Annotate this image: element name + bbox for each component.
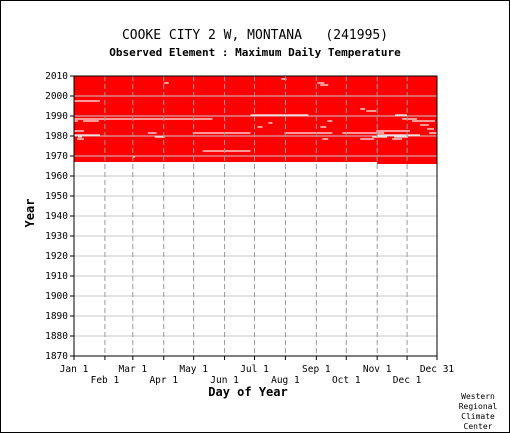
x-tick-label-Dec-1: Dec 1 — [393, 375, 422, 386]
y-tick-label-1900: 1900 — [45, 291, 68, 302]
wrcc-credit: Western Regional Climate Center — [459, 392, 498, 431]
missing-record-24 — [322, 138, 329, 140]
missing-data-layer — [74, 78, 437, 158]
y-tick-label-1970: 1970 — [45, 151, 68, 162]
y-tick-label-1940: 1940 — [45, 211, 68, 222]
x-tick-label-Jun-1: Jun 1 — [210, 375, 239, 386]
missing-record-9 — [163, 82, 169, 84]
missing-record-21 — [320, 84, 329, 86]
y-tick-label-1890: 1890 — [45, 311, 68, 322]
y-tick-label-1910: 1910 — [45, 271, 68, 282]
credit-line-1: Western — [461, 392, 495, 401]
missing-record-4 — [74, 130, 84, 132]
missing-record-34 — [402, 118, 418, 120]
y-tick-label-1950: 1950 — [45, 191, 68, 202]
missing-record-5 — [74, 134, 100, 136]
data-fill-layer — [74, 76, 437, 164]
x-tick-label-May-1: May 1 — [179, 364, 208, 375]
missing-record-0 — [74, 100, 100, 102]
credit-line-2: Regional — [459, 402, 498, 411]
missing-record-7 — [76, 138, 84, 140]
missing-record-27 — [360, 138, 375, 140]
missing-record-19 — [342, 132, 385, 134]
x-tick-label-Oct-1: Oct 1 — [332, 375, 361, 386]
x-tick-label-Jul-1: Jul 1 — [240, 364, 269, 375]
y-tick-label-1880: 1880 — [45, 331, 68, 342]
missing-record-30 — [377, 134, 421, 136]
x-tick-label-Mar-1: Mar 1 — [119, 364, 148, 375]
missing-record-29 — [376, 130, 411, 132]
missing-record-31 — [394, 136, 409, 138]
y-tick-label-1870: 1870 — [45, 351, 68, 362]
y-tick-label-1960: 1960 — [45, 171, 68, 182]
y-tick-label-2000: 2000 — [45, 91, 68, 102]
missing-record-8 — [132, 156, 135, 158]
credit-line-4: Center — [464, 422, 493, 431]
x-tick-label-Nov-1: Nov 1 — [363, 364, 392, 375]
missing-record-36 — [412, 120, 436, 122]
missing-record-38 — [429, 132, 437, 134]
missing-record-2 — [74, 120, 78, 122]
y-tick-label-2010: 2010 — [45, 71, 68, 82]
x-tick-label-Aug-1: Aug 1 — [271, 375, 300, 386]
x-tick-label-Feb-1: Feb 1 — [91, 375, 120, 386]
missing-record-35 — [420, 124, 430, 126]
missing-record-13 — [192, 132, 251, 134]
missing-record-23 — [327, 120, 333, 122]
grid-layer — [74, 76, 437, 356]
y-tick-label-1990: 1990 — [45, 111, 68, 122]
missing-record-16 — [268, 122, 273, 124]
credit-line-3: Climate — [461, 412, 495, 421]
chart-title: COOKE CITY 2 W, MONTANA (241995) — [122, 28, 388, 43]
chart-subtitle: Observed Element : Maximum Daily Tempera… — [109, 46, 401, 59]
missing-record-12 — [202, 150, 251, 152]
x-tick-label-Apr-1: Apr 1 — [149, 375, 178, 386]
missing-record-25 — [360, 108, 366, 110]
y-axis-title: Year — [23, 199, 37, 228]
missing-record-6 — [77, 136, 82, 138]
missing-record-10 — [147, 132, 157, 134]
missing-record-20 — [317, 82, 325, 84]
missing-record-18 — [284, 132, 333, 134]
x-axis-ticks: Jan 1 Mar 1 May 1 Jul 1 Sep 1 Nov 1 Dec 31 Feb … — [60, 356, 455, 386]
x-tick-label-Dec-31: Dec 31 — [420, 364, 455, 375]
missing-record-17 — [281, 78, 287, 80]
missing-record-15 — [257, 126, 263, 128]
missing-record-26 — [366, 110, 377, 112]
missing-record-22 — [320, 126, 327, 128]
y-axis-ticks: 1870 1880 1890 1900 1910 1920 1930 1940 1950 1960… — [45, 71, 74, 362]
missing-record-37 — [427, 128, 435, 130]
y-tick-label-1920: 1920 — [45, 251, 68, 262]
x-tick-label-Jan-1: Jan 1 — [60, 364, 89, 375]
missing-record-32 — [392, 138, 403, 140]
missing-record-1 — [74, 118, 213, 120]
x-tick-label-Sep-1: Sep 1 — [302, 364, 331, 375]
missing-record-33 — [395, 114, 408, 116]
missing-record-14 — [250, 114, 309, 116]
missing-record-11 — [154, 136, 165, 138]
x-axis-title: Day of Year — [208, 385, 287, 399]
missing-record-3 — [82, 120, 99, 122]
missing-record-28 — [372, 136, 388, 138]
y-tick-label-1930: 1930 — [45, 231, 68, 242]
y-tick-label-1980: 1980 — [45, 131, 68, 142]
